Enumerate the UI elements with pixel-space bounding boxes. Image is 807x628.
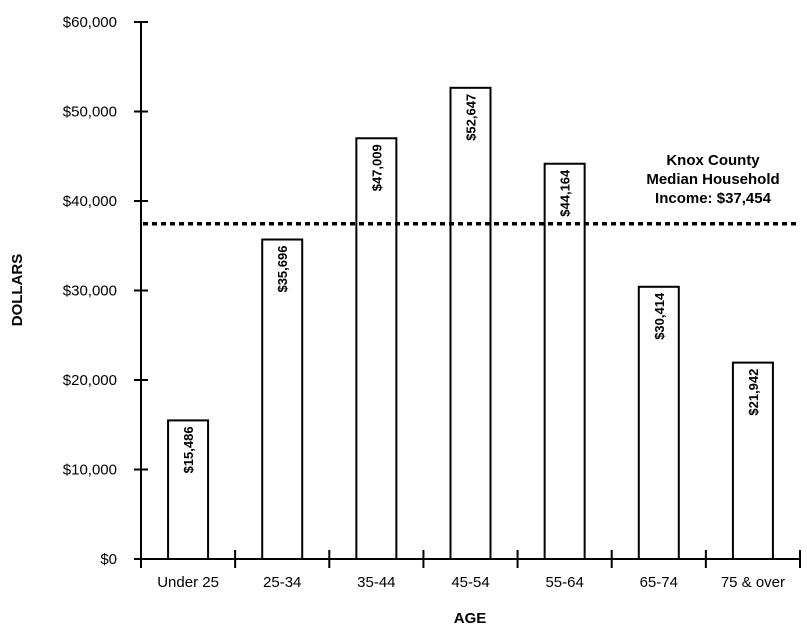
bar-value-label: $44,164 — [558, 169, 573, 217]
bar — [731, 361, 774, 561]
x-axis-title: AGE — [454, 610, 487, 627]
median-reference-label: Knox County — [666, 152, 760, 169]
x-tick-label: 45-54 — [451, 574, 489, 591]
bar-value-label: $21,942 — [746, 369, 761, 416]
y-tick-label: $50,000 — [63, 104, 117, 121]
x-tick-label: 75 & over — [721, 574, 785, 591]
bar — [355, 137, 398, 561]
median-reference-label: Income: $37,454 — [655, 190, 772, 207]
bar-value-label: $35,696 — [275, 246, 290, 293]
y-axis-title: DOLLARS — [9, 254, 26, 327]
y-tick-label: $0 — [100, 551, 117, 568]
bar — [261, 238, 304, 560]
y-tick-label: $10,000 — [63, 462, 117, 479]
y-tick-label: $40,000 — [63, 193, 117, 210]
bar-value-label: $52,647 — [464, 94, 479, 141]
x-tick-label: 25-34 — [263, 574, 301, 591]
median-reference-label: Median Household — [646, 171, 779, 188]
bar — [167, 419, 210, 560]
bar — [637, 285, 680, 560]
y-tick-label: $60,000 — [63, 14, 117, 31]
x-tick-label: 35-44 — [357, 574, 395, 591]
bar-value-label: $15,486 — [181, 426, 196, 473]
x-tick-label: 65-74 — [640, 574, 678, 591]
bar-value-label: $47,009 — [369, 144, 384, 191]
y-tick-label: $20,000 — [63, 372, 117, 389]
x-tick-label: Under 25 — [157, 574, 219, 591]
x-tick-label: 55-64 — [545, 574, 583, 591]
bar — [449, 86, 492, 560]
bar — [543, 162, 586, 560]
bar-value-label: $30,414 — [652, 292, 667, 340]
y-tick-label: $30,000 — [63, 283, 117, 300]
plot-area: $0 $10,000 $20,000 $30,000 $40,000 $50,000 $60… — [63, 14, 801, 591]
